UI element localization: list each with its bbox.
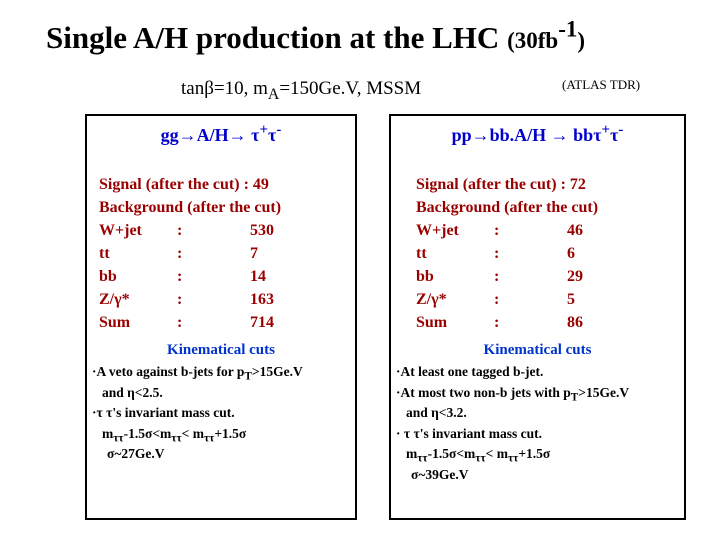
row-colon: :	[494, 291, 500, 308]
row-value: 6	[567, 245, 575, 262]
panel-bb-header: pp→bb.A/H → bbτ+τ-	[451, 122, 624, 146]
background-line: Background (after the cut)	[99, 199, 282, 216]
row-value: 46	[567, 222, 583, 239]
table-row: Z/γ*: 163	[99, 288, 349, 311]
row-value: 14	[250, 268, 266, 285]
table-row: bb: 29	[416, 265, 678, 288]
event-counts-gg: Signal (after the cut) : 49 Background (…	[99, 173, 349, 334]
kinematical-cuts-title: Kinematical cuts	[483, 342, 592, 358]
panel-bb-tautau: pp→bb.A/H → bbτ+τ- Signal (after the cut…	[389, 114, 686, 520]
table-row: bb: 14	[99, 265, 349, 288]
row-value: 29	[567, 268, 583, 285]
row-colon: :	[177, 291, 183, 308]
table-row: tt: 7	[99, 242, 349, 265]
cut-line: ·At most two non-b jets with pT>15Ge.V	[396, 384, 630, 404]
row-label: Sum	[99, 314, 131, 331]
cut-line: and η<3.2.	[406, 405, 467, 420]
row-colon: :	[177, 268, 183, 285]
row-value: 7	[250, 245, 258, 262]
table-row: W+jet: 530	[99, 219, 349, 242]
event-counts-bb: Signal (after the cut) : 72 Background (…	[416, 173, 678, 334]
row-label: bb	[416, 268, 434, 285]
cut-line: ·τ τ's invariant mass cut.	[92, 405, 235, 420]
row-colon: :	[494, 314, 500, 331]
table-row: W+jet: 46	[416, 219, 678, 242]
row-colon: :	[177, 222, 183, 239]
subtitle-parameters: tanβ=10, mA=150Ge.V, MSSM	[181, 78, 422, 103]
row-label: Z/γ*	[416, 291, 447, 308]
table-row: Sum: 714	[99, 311, 349, 334]
cut-line: σ~39Ge.V	[411, 466, 469, 482]
cut-line: · τ τ's invariant mass cut.	[396, 425, 542, 441]
background-line: Background (after the cut)	[416, 199, 599, 216]
page-title: Single A/H production at the LHC (30fb-1…	[46, 16, 586, 55]
cut-line: ·A veto against b-jets for pT>15Ge.V	[92, 364, 303, 383]
row-colon: :	[494, 245, 500, 262]
row-colon: :	[494, 268, 500, 285]
row-label: Sum	[416, 314, 448, 331]
cut-line: mττ-1.5σ<mττ< mττ+1.5σ	[406, 446, 551, 465]
cuts-list-bb: ·At least one tagged b-jet. ·At most two…	[396, 362, 679, 485]
cut-line: mττ-1.5σ<mττ< mττ+1.5σ	[102, 425, 247, 445]
row-colon: :	[177, 245, 183, 262]
cuts-list-gg: ·A veto against b-jets for pT>15Ge.V and…	[92, 362, 350, 465]
row-colon: :	[177, 314, 183, 331]
table-row: Sum: 86	[416, 311, 678, 334]
panel-gg-tautau: gg→A/H→ τ+τ- Signal (after the cut) : 49…	[85, 114, 357, 520]
signal-line: Signal (after the cut) : 49	[99, 176, 269, 193]
table-row: tt: 6	[416, 242, 678, 265]
row-value: 714	[250, 314, 274, 331]
row-value: 5	[567, 291, 575, 308]
row-value: 163	[250, 291, 274, 308]
row-label: bb	[99, 268, 117, 285]
signal-line: Signal (after the cut) : 72	[416, 176, 586, 193]
panel-gg-header: gg→A/H→ τ+τ-	[160, 122, 282, 146]
table-row: Z/γ*: 5	[416, 288, 678, 311]
row-value: 86	[567, 314, 583, 331]
row-label: tt	[416, 245, 427, 262]
row-label: Z/γ*	[99, 291, 130, 308]
row-colon: :	[494, 222, 500, 239]
row-value: 530	[250, 222, 274, 239]
row-label: W+jet	[416, 222, 459, 239]
atlas-tdr-note: (ATLAS TDR)	[562, 77, 641, 92]
row-label: W+jet	[99, 222, 142, 239]
cut-line: and η<2.5.	[102, 384, 163, 400]
cut-line: σ~27Ge.V	[107, 446, 165, 461]
row-label: tt	[99, 245, 110, 262]
cut-line: ·At least one tagged b-jet.	[396, 364, 544, 379]
kinematical-cuts-title: Kinematical cuts	[167, 342, 275, 358]
